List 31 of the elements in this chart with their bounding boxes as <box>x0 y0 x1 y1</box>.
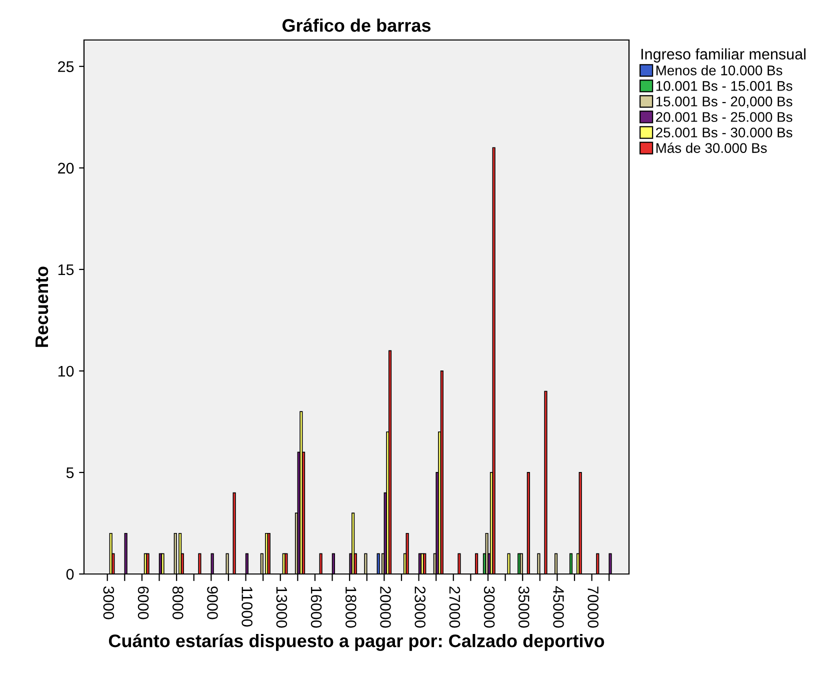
x-tick-label: 23000 <box>414 586 426 628</box>
x-tick-label: 3000 <box>103 586 114 620</box>
y-tick-label: 0 <box>66 568 74 580</box>
x-tick-label: 70000 <box>588 586 599 628</box>
x-axis-title: Cuánto estarías dispuesto a pagar por: Calzado deportivo <box>108 634 604 651</box>
y-tick-label: 5 <box>66 468 74 478</box>
y-tick-label: 15 <box>58 264 74 276</box>
legend-label: 10.001 Bs - 15.001 Bs <box>656 81 792 91</box>
y-tick-label: 25 <box>58 61 74 72</box>
chart-title: Gráfico de barras <box>282 18 431 32</box>
legend-label: 25.001 Bs - 30.000 Bs <box>656 128 792 138</box>
x-tick-label: 45000 <box>553 586 564 628</box>
x-tick-label: 8000 <box>172 586 184 620</box>
x-tick-label: 16000 <box>310 586 322 628</box>
legend-title: Ingreso familiar mensual <box>641 48 806 63</box>
y-tick-label: 10 <box>58 366 74 377</box>
legend-label: Más de 30.000 Bs <box>656 142 767 153</box>
y-axis-title: Recuento <box>36 266 48 347</box>
legend-label: 20.001 Bs - 25.000 Bs <box>656 112 792 122</box>
x-tick-label: 35000 <box>518 586 530 628</box>
x-tick-label: 27000 <box>449 586 460 628</box>
x-tick-label: 20000 <box>380 586 391 628</box>
x-tick-label: 11000 <box>242 586 252 627</box>
y-tick-label: 20 <box>58 162 74 174</box>
x-tick-label: 18000 <box>345 586 356 628</box>
x-tick-label: 6000 <box>138 586 149 620</box>
legend-label: 15.001 Bs - 20,000 Bs <box>656 96 792 108</box>
x-tick-label: 13000 <box>276 586 288 628</box>
x-tick-label: 30000 <box>484 586 495 628</box>
legend-label: Menos de 10.000 Bs <box>656 65 782 76</box>
x-tick-label: 9000 <box>207 586 218 620</box>
